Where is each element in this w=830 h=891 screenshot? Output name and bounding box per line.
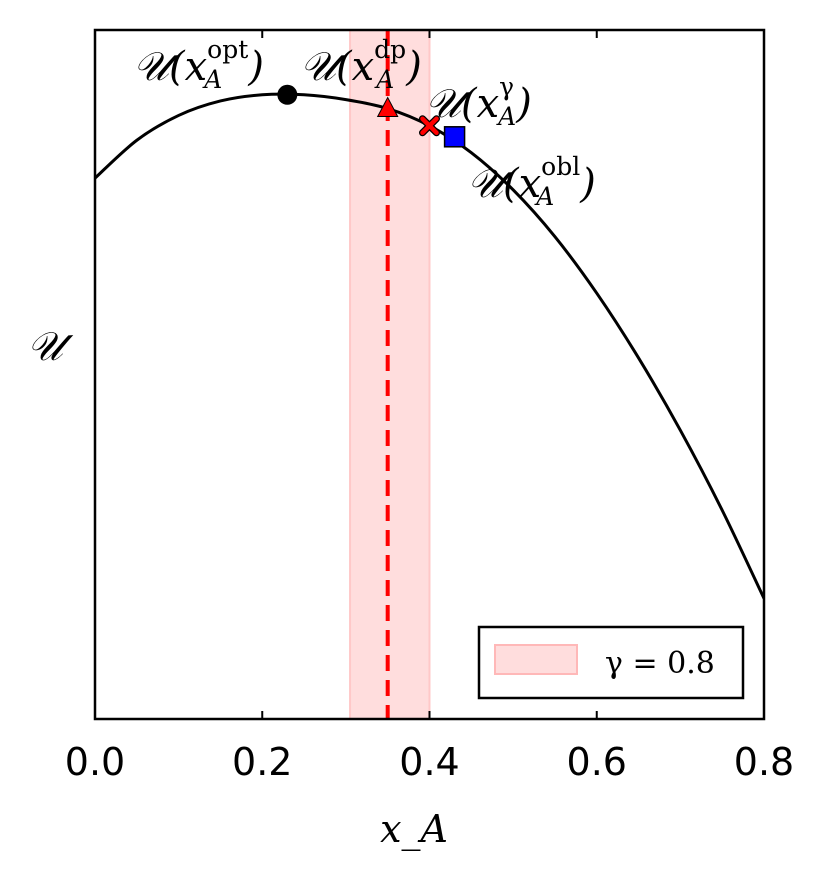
legend-label: γ = 0.8 [605, 646, 715, 681]
label-gamma: 𝒰(xγ A) [425, 72, 532, 131]
x-axis-label: x_A [380, 807, 448, 852]
marker-opt-point [277, 84, 298, 105]
label-dp: 𝒰(xdp A) [300, 35, 422, 94]
label-opt: 𝒰(xopt A) [133, 35, 264, 94]
label-obl: 𝒰(xobl A) [467, 152, 596, 211]
x-tick-label: 0.0 [65, 740, 125, 784]
marker-dp-point [376, 96, 399, 118]
x-tick-label: 0.2 [232, 740, 292, 784]
legend-swatch [494, 644, 578, 675]
marker-gamma-point [419, 115, 440, 137]
marker-label-layer: 𝒰(xopt A) 𝒰(xdp A)𝒰(xγ A) 𝒰(xobl A) [133, 35, 596, 211]
x-tick-layer: 0.0 0.2 0.4 0.6 0.8 [65, 30, 794, 784]
legend: γ = 0.8 [477, 625, 745, 700]
y-axis-label: 𝒰 [27, 324, 74, 370]
confidence-band-layer [349, 30, 431, 719]
marker-obl-point [443, 126, 466, 148]
x-tick-label: 0.4 [399, 740, 459, 784]
marker-layer [277, 84, 466, 148]
x-tick-label: 0.6 [567, 740, 627, 784]
x-tick-label: 0.8 [734, 740, 794, 784]
confidence-band [349, 30, 431, 719]
